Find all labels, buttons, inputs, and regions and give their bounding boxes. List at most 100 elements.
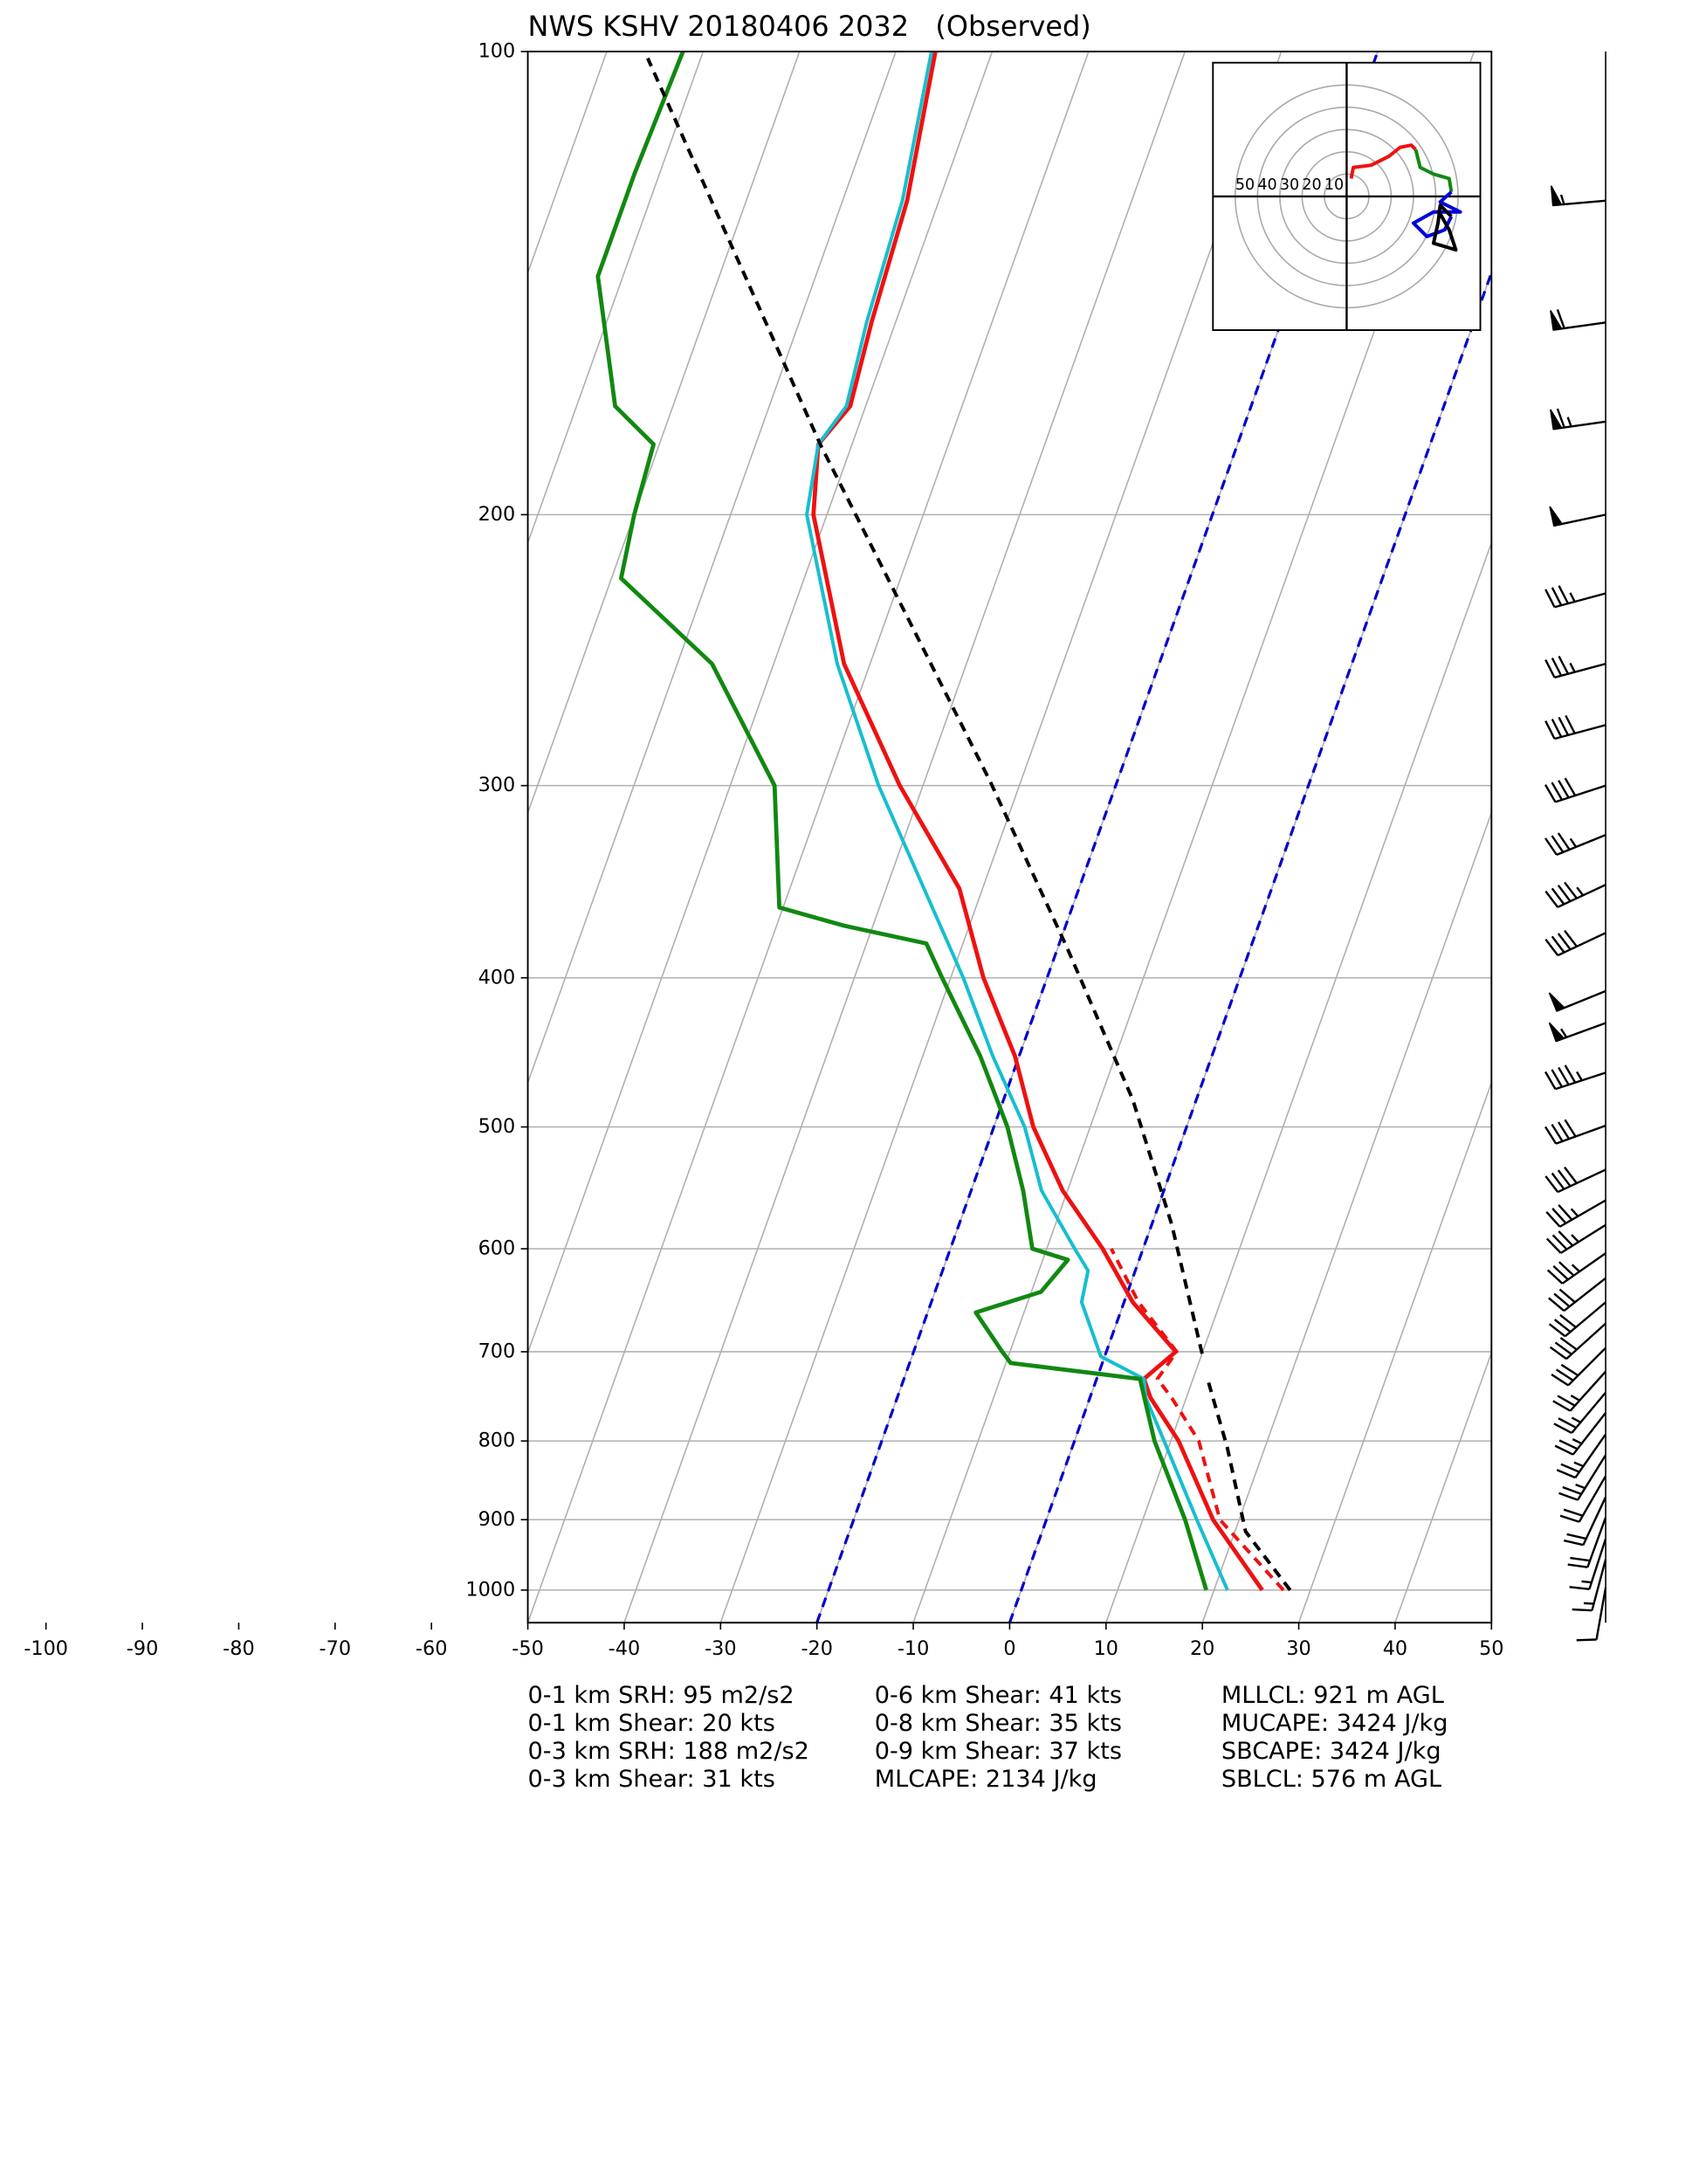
x-tick-label: -10 [898,1637,929,1660]
y-tick-label: 800 [478,1430,516,1452]
x-tick-label: 20 [1190,1637,1214,1660]
wind-barb [1544,585,1606,609]
wind-barb [1550,408,1606,431]
stat-text: 0-3 km Shear: 31 kts [528,1766,775,1793]
isotherm [527,52,897,1085]
isotherm [527,52,1090,1623]
stat-text: 0-9 km Shear: 37 kts [875,1738,1122,1765]
barb-flag [1550,185,1563,206]
barb-staff [1563,1496,1607,1547]
profile-line [811,52,1264,1592]
hodo-line [1349,143,1417,179]
wind-barb [1546,1252,1606,1285]
x-tick-label: 40 [1383,1637,1407,1660]
wind-barb [1544,929,1606,957]
wind-barb [1567,1517,1607,1568]
isotherm [623,52,1186,1623]
x-tick-label: -70 [320,1637,351,1660]
wind-barb [1556,1433,1607,1479]
y-tick-label: 900 [478,1508,516,1531]
barb-staff [1553,1391,1607,1435]
isotherm [527,52,705,545]
barb-flag [1550,310,1563,331]
barb-staff [1544,777,1606,803]
barb-staff [1551,1347,1606,1387]
stat-text: 0-1 km Shear: 20 kts [528,1710,775,1737]
y-tick-label: 600 [478,1237,516,1260]
hodo-line [1414,148,1454,193]
wind-barbs [1544,185,1607,1642]
barb-staff [1567,1517,1607,1568]
wind-barb [1569,1538,1607,1590]
barb-flag [1548,992,1566,1012]
wind-barb [1548,1277,1606,1312]
isotherm [1394,1350,1492,1623]
x-tick-label: -90 [127,1637,158,1660]
y-tick-label: 1000 [465,1578,515,1601]
hodo-ring-label: 30 [1280,176,1299,194]
y-tick-label: 300 [478,774,516,796]
x-tick-label: 0 [1003,1637,1015,1660]
wind-barb [1544,881,1606,908]
x-tick-label: -30 [705,1637,736,1660]
x-tick-label: -50 [512,1637,543,1660]
x-tick-label: -100 [24,1637,68,1660]
wind-barb [1558,1454,1607,1501]
wind-barb [1544,714,1606,741]
barb-staff [1554,1412,1607,1456]
isotherm [1105,541,1492,1623]
wind-barb [1544,1064,1606,1091]
stat-text: 0-8 km Shear: 35 kts [875,1710,1122,1737]
stat-text: 0-1 km SRH: 95 m2/s2 [528,1682,794,1709]
wind-barb [1552,1370,1606,1412]
wind-barb [1549,506,1606,527]
isotherm [527,52,994,1355]
y-tick-label: 200 [478,503,516,526]
hodo-ring-label: 20 [1302,176,1321,194]
grid [527,52,1492,1623]
wind-barb [1544,832,1606,856]
barb-staff [1544,832,1606,856]
profile-line [805,52,1229,1591]
x-tick-label: -60 [416,1637,447,1660]
wind-barb [1548,1022,1606,1043]
barb-staff [1545,1199,1606,1228]
stat-text: MLLCL: 921 m AGL [1221,1682,1444,1709]
barb-staff [1545,1223,1606,1254]
wind-barb [1548,1301,1606,1338]
wind-barb [1548,989,1606,1012]
stat-text: MUCAPE: 3424 J/kg [1221,1710,1448,1737]
isotherm [1201,810,1492,1623]
wind-barb [1544,1166,1606,1194]
wind-barb [1576,1587,1607,1642]
barb-staff [1572,1559,1607,1612]
barb-staff [1544,1064,1606,1091]
isotherm [527,52,801,816]
wind-barb [1572,1559,1607,1612]
stat-text: 0-6 km Shear: 41 kts [875,1682,1122,1709]
profile-line [646,57,1292,1592]
hodo-ring-label: 50 [1235,176,1255,194]
stat-text: MLCAPE: 2134 J/kg [875,1766,1097,1793]
hodo-line [1411,190,1462,238]
isotherm [527,52,608,275]
x-tick-label: 50 [1479,1637,1503,1660]
barb-staff [1576,1587,1607,1642]
barb-flag [1549,506,1564,527]
barb-flag [1548,1022,1565,1043]
barb-staff [1569,1538,1607,1590]
isotherm [1490,1620,1492,1623]
wind-barb [1554,1412,1607,1456]
wind-barb [1545,1223,1606,1254]
wind-barb [1550,309,1606,331]
barb-staff [1548,1301,1606,1338]
wind-barb [1549,1322,1606,1361]
wind-barb [1544,1119,1606,1145]
barb-staff [1546,1252,1606,1285]
barb-staff [1549,1322,1606,1361]
barb-staff [1544,1166,1606,1194]
y-tick-label: 100 [478,40,516,63]
x-tick-label: 10 [1094,1637,1118,1660]
